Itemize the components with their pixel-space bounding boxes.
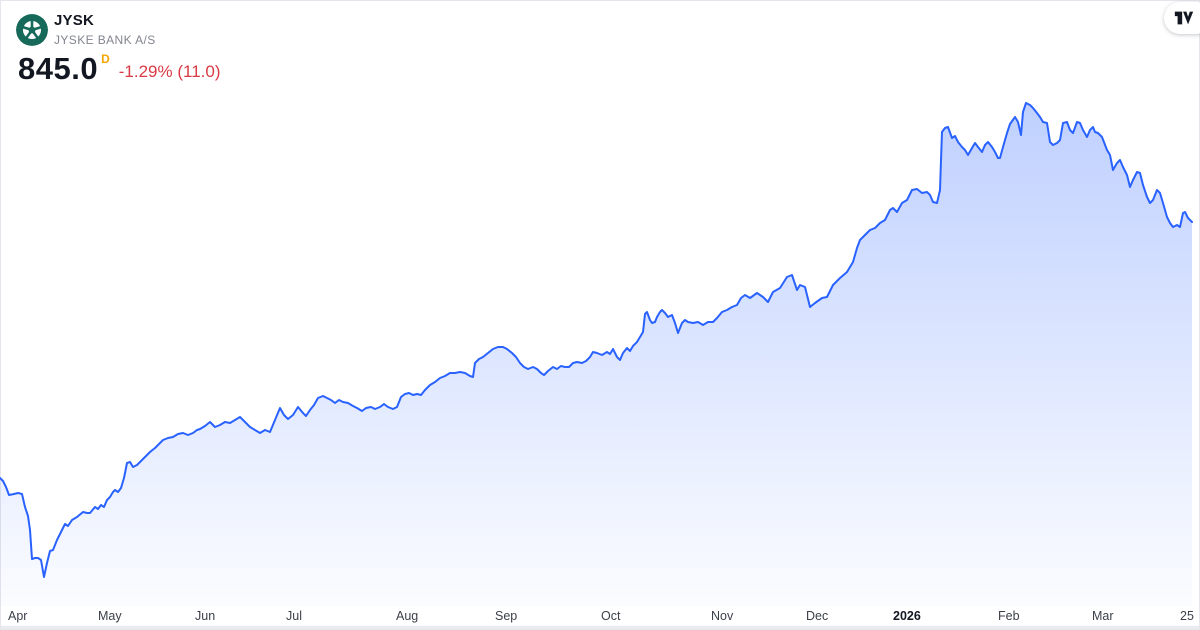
header: JYSK JYSKE BANK A/S 845.0 D -1.29% (11.0… xyxy=(0,0,1200,100)
x-tick-feb: Feb xyxy=(998,609,1020,623)
price-row: 845.0 D -1.29% (11.0) xyxy=(18,52,220,86)
x-axis: Apr May Jun Jul Aug Sep Oct Nov Dec 2026 Feb Mar 25 xyxy=(0,609,1200,627)
x-tick-aug: Aug xyxy=(396,609,419,623)
x-tick-sep: Sep xyxy=(495,609,518,623)
footer-divider xyxy=(1,626,1199,629)
x-tick-may: May xyxy=(98,609,122,623)
jyske-bank-logo-icon xyxy=(16,14,48,46)
timeframe-badge: D xyxy=(101,52,110,66)
series-area-fill xyxy=(0,103,1192,606)
x-tick-jul: Jul xyxy=(286,609,302,623)
company-name: JYSKE BANK A/S xyxy=(54,33,156,47)
x-tick-oct: Oct xyxy=(601,609,621,623)
series-line xyxy=(0,102,1193,578)
symbol-ticker[interactable]: JYSK xyxy=(54,12,94,29)
x-tick-25: 25 xyxy=(1180,609,1194,623)
x-tick-dec: Dec xyxy=(806,609,829,623)
tradingview-logo-icon xyxy=(1174,11,1194,25)
x-tick-mar: Mar xyxy=(1092,609,1114,623)
x-tick-nov: Nov xyxy=(711,609,734,623)
tradingview-badge[interactable] xyxy=(1164,2,1200,34)
x-tick-jun: Jun xyxy=(195,609,216,623)
price-change: -1.29% (11.0) xyxy=(118,62,221,81)
x-tick-2026: 2026 xyxy=(893,609,921,623)
x-tick-apr: Apr xyxy=(8,609,28,623)
last-price: 845.0 xyxy=(18,51,99,86)
